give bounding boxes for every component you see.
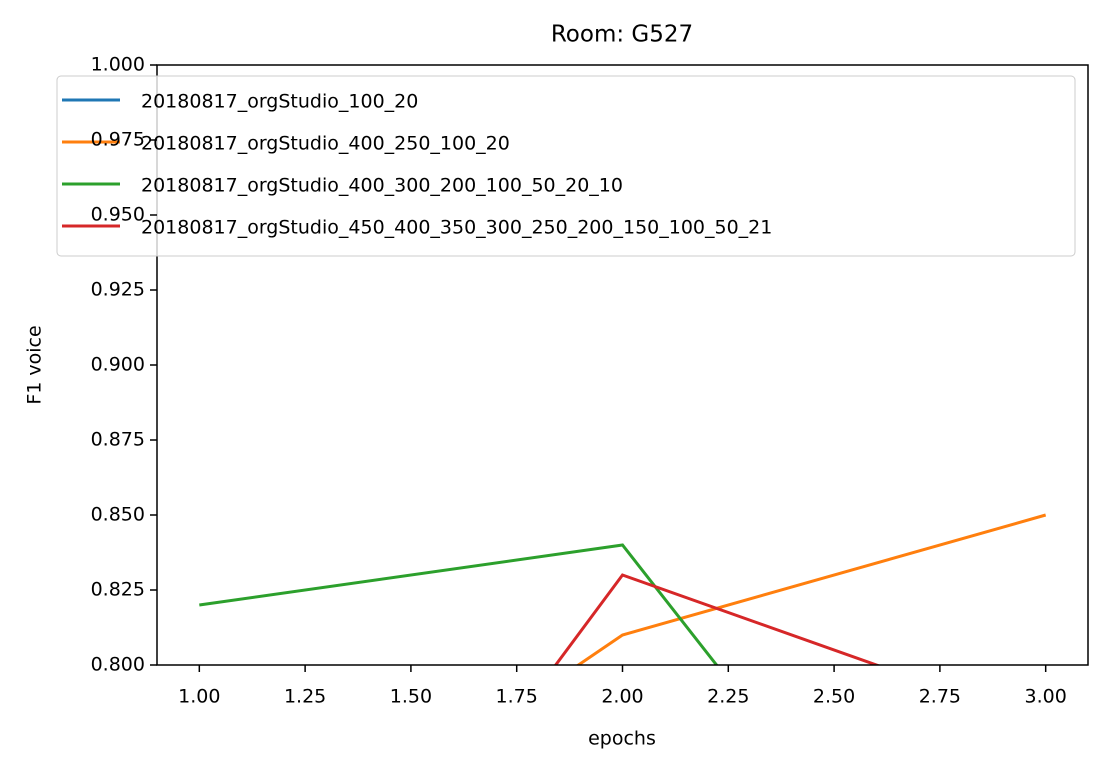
plot-area — [199, 513, 1047, 665]
y-tick-label: 0.950 — [91, 204, 145, 226]
x-tick-label: 2.75 — [919, 686, 961, 708]
series-line — [199, 543, 719, 665]
y-tick-label: 0.900 — [91, 354, 145, 376]
x-tick-label: 1.00 — [178, 686, 220, 708]
y-axis-label: F1 voice — [24, 325, 46, 404]
x-axis-label: epochs — [588, 728, 656, 750]
legend-label: 20180817_orgStudio_450_400_350_300_250_2… — [141, 217, 772, 239]
y-tick-label: 0.925 — [91, 279, 145, 301]
x-tick-label: 1.75 — [496, 686, 538, 708]
y-tick-label: 0.875 — [91, 429, 145, 451]
y-tick-label: 0.800 — [91, 654, 145, 676]
x-tick-label: 2.50 — [813, 686, 855, 708]
y-tick-label: 0.825 — [91, 579, 145, 601]
x-tick-label: 1.50 — [390, 686, 432, 708]
y-tick-label: 1.000 — [91, 54, 145, 76]
x-tick-label: 3.00 — [1025, 686, 1067, 708]
series-line — [553, 573, 881, 665]
series-line — [575, 513, 1047, 665]
chart-title: Room: G527 — [551, 22, 693, 48]
y-tick-label: 0.850 — [91, 504, 145, 526]
legend-label: 20180817_orgStudio_400_250_100_20 — [141, 133, 510, 155]
y-tick-label: 0.975 — [91, 129, 145, 151]
legend-label: 20180817_orgStudio_400_300_200_100_50_20… — [141, 175, 623, 197]
x-tick-label: 1.25 — [284, 686, 326, 708]
x-tick-label: 2.00 — [601, 686, 643, 708]
legend-box — [56, 75, 1076, 257]
x-tick-label: 2.25 — [707, 686, 749, 708]
legend: 20180817_orgStudio_100_20 20180817_orgStu… — [56, 75, 1076, 257]
legend-label: 20180817_orgStudio_100_20 — [141, 91, 418, 113]
